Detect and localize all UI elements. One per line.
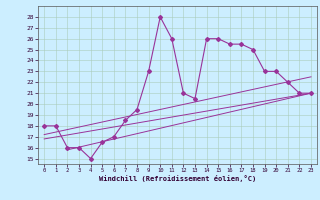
X-axis label: Windchill (Refroidissement éolien,°C): Windchill (Refroidissement éolien,°C) bbox=[99, 175, 256, 182]
